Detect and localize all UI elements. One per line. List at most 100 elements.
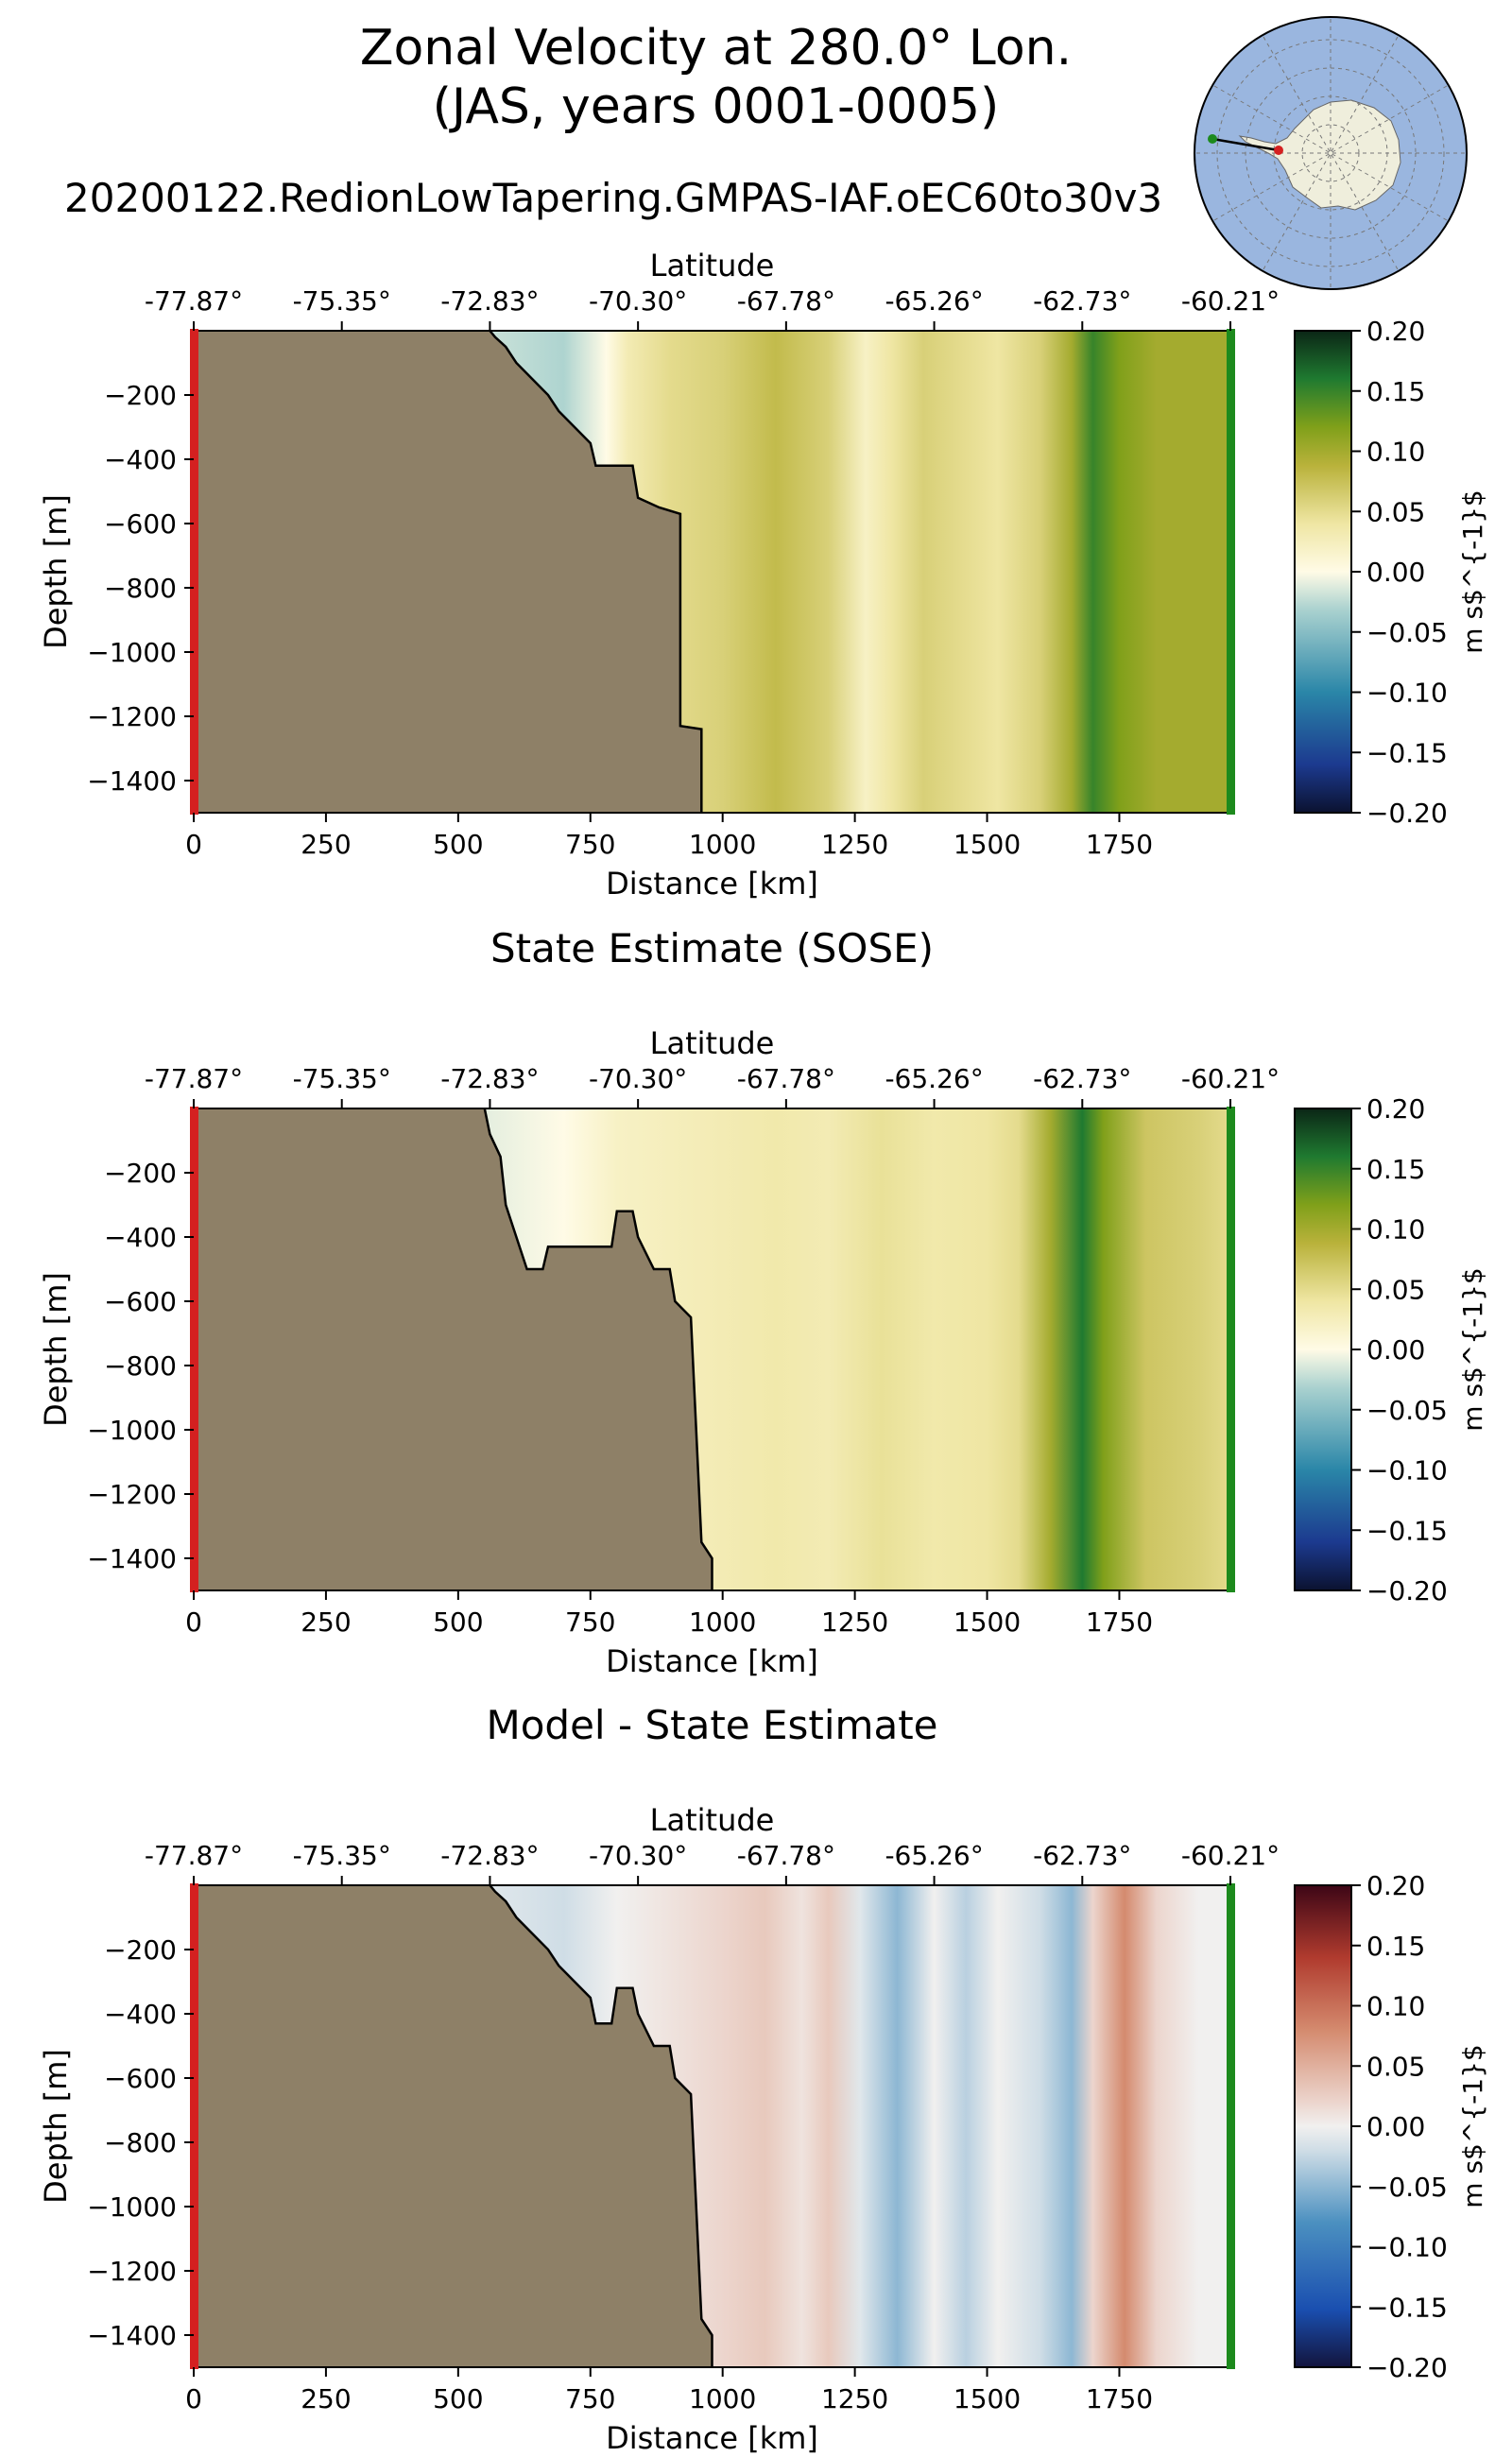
colorbar-tick-label: −0.15 (1366, 2292, 1448, 2323)
top-tick-label: -62.73° (1033, 285, 1131, 317)
y-tick-label: −600 (104, 2063, 177, 2094)
y-axis-label: Depth [m] (38, 1272, 74, 1427)
run-name: 20200122.RedionLowTapering.GMPAS-IAF.oEC… (64, 175, 1163, 221)
top-axis-label: Latitude (650, 1025, 775, 1061)
land-mask (194, 331, 702, 813)
y-tick-label: −800 (104, 573, 177, 604)
colorbar-tick-label: 0.10 (1366, 437, 1425, 468)
y-tick-label: −600 (104, 1286, 177, 1317)
colorbar-tick-label: 0.05 (1366, 496, 1425, 527)
x-tick-label: 500 (433, 1606, 483, 1638)
chart-panel-1: Latitude 0 250 500 750 1000 1250 1500 1750 Distan… (38, 248, 1488, 902)
x-axis-label: Distance [km] (606, 1643, 818, 1679)
colorbar-label: m s$^{-1}$ (1457, 1267, 1488, 1431)
top-tick-label: -65.26° (885, 1840, 983, 1871)
chart-panel-2: State Estimate (SOSE) Latitude 0 250 500 750 1… (38, 925, 1488, 1679)
y-tick-label: −400 (104, 444, 177, 475)
y-axis-label: Depth [m] (38, 494, 74, 649)
colorbar-tick-label: 0.15 (1366, 376, 1425, 407)
y-tick-label: −1000 (87, 2191, 177, 2223)
x-tick-label: 750 (565, 1606, 615, 1638)
colorbar-label: m s$^{-1}$ (1457, 490, 1488, 653)
top-tick-label: -75.35° (293, 1063, 391, 1094)
bathymetry-outline (483, 1108, 713, 1590)
y-tick-label: −1200 (87, 2256, 177, 2287)
y-axis-label: Depth [m] (38, 2049, 74, 2204)
x-tick-label: 1000 (689, 1606, 756, 1638)
x-tick-label: 1500 (954, 1606, 1021, 1638)
colorbar-tick-label: −0.20 (1366, 1575, 1448, 1606)
colorbar-tick-label: −0.15 (1366, 1515, 1448, 1546)
colorbar-tick-label: 0.00 (1366, 557, 1425, 588)
top-tick-label: -70.30° (589, 1840, 687, 1871)
chart-panel-3: Model - State Estimate Latitude 0 250 500 750… (38, 1702, 1488, 2456)
top-tick-label: -72.83° (440, 1840, 539, 1871)
inset-transect-line (1211, 137, 1280, 152)
colorbar-tick-label: 0.15 (1366, 1154, 1425, 1185)
y-tick-label: −800 (104, 2127, 177, 2158)
inset-antarctica (1238, 99, 1401, 211)
x-tick-label: 250 (301, 829, 351, 860)
colorbar-tick-label: −0.20 (1366, 798, 1448, 829)
top-tick-label: -72.83° (440, 285, 539, 317)
figure-title-line2: (JAS, years 0001-0005) (432, 78, 1000, 135)
y-tick-label: −1200 (87, 701, 177, 732)
y-tick-label: −200 (104, 1934, 177, 1966)
top-tick-label: -70.30° (589, 1063, 687, 1094)
top-tick-label: -67.78° (737, 1840, 835, 1871)
colorbar-tick-label: −0.05 (1366, 617, 1448, 648)
x-tick-label: 1000 (689, 829, 756, 860)
colorbar-tick-label: −0.10 (1366, 2232, 1448, 2263)
x-tick-label: 750 (565, 829, 615, 860)
top-tick-label: -60.21° (1181, 1063, 1280, 1094)
x-tick-label: 0 (185, 829, 202, 860)
transect-start-marker (190, 329, 198, 815)
x-tick-label: 1250 (821, 2383, 888, 2414)
x-tick-label: 500 (433, 829, 483, 860)
y-tick-label: −1000 (87, 637, 177, 668)
y-tick-label: −200 (104, 1158, 177, 1189)
inset-start-marker (1274, 146, 1283, 155)
y-tick-label: −1400 (87, 1543, 177, 1574)
top-tick-label: -62.73° (1033, 1840, 1131, 1871)
land-mask (194, 1108, 713, 1590)
top-tick-label: -75.35° (293, 285, 391, 317)
colorbar-tick-label: −0.10 (1366, 678, 1448, 709)
location-inset-map (1194, 16, 1468, 290)
top-tick-label: -72.83° (440, 1063, 539, 1094)
colorbar-tick-label: −0.10 (1366, 1455, 1448, 1486)
colorbar-label: m s$^{-1}$ (1457, 2044, 1488, 2208)
top-tick-label: -70.30° (589, 285, 687, 317)
figure-title-line1: Zonal Velocity at 280.0° Lon. (359, 20, 1073, 77)
colorbar-tick-label: −0.15 (1366, 737, 1448, 768)
y-tick-label: −1200 (87, 1479, 177, 1510)
colorbar-tick-label: −0.20 (1366, 2352, 1448, 2383)
x-tick-label: 500 (433, 2383, 483, 2414)
top-axis-label: Latitude (650, 1802, 775, 1838)
top-tick-label: -65.26° (885, 1063, 983, 1094)
top-tick-label: -67.78° (737, 285, 835, 317)
y-tick-label: −800 (104, 1350, 177, 1382)
x-axis-label: Distance [km] (606, 2420, 818, 2456)
x-tick-label: 250 (301, 1606, 351, 1638)
top-axis-label: Latitude (650, 248, 775, 284)
transect-start-marker (190, 1883, 198, 2369)
y-tick-label: −200 (104, 380, 177, 411)
panel-title: State Estimate (SOSE) (490, 925, 934, 971)
colorbar-tick-label: −0.05 (1366, 1395, 1448, 1426)
colorbar-tick-label: 0.05 (1366, 1274, 1425, 1305)
x-tick-label: 1250 (821, 829, 888, 860)
x-tick-label: 0 (185, 2383, 202, 2414)
x-tick-label: 1750 (1086, 2383, 1153, 2414)
x-tick-label: 1750 (1086, 829, 1153, 860)
top-tick-label: -62.73° (1033, 1063, 1131, 1094)
x-axis-label: Distance [km] (606, 866, 818, 902)
colorbar-tick-label: −0.05 (1366, 2172, 1448, 2203)
colorbar-tick-label: 0.05 (1366, 2051, 1425, 2082)
y-tick-label: −400 (104, 1222, 177, 1253)
top-tick-label: -65.26° (885, 285, 983, 317)
land-mask (194, 1885, 713, 2367)
x-tick-label: 1500 (954, 829, 1021, 860)
y-tick-label: −1000 (87, 1415, 177, 1446)
